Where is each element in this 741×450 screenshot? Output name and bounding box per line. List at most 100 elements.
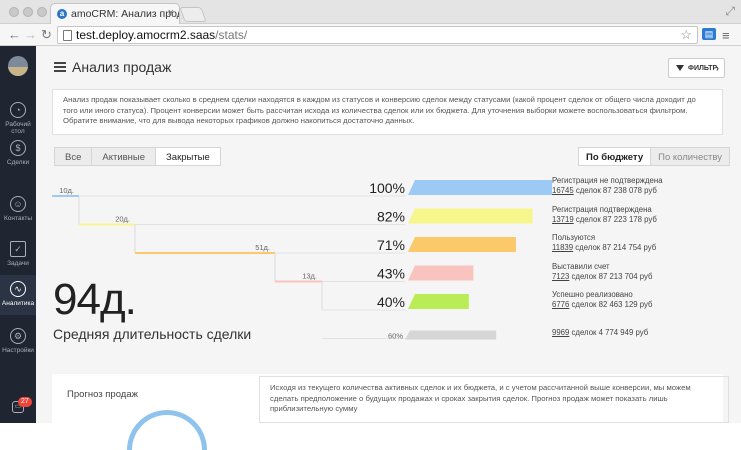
status-stat: Успешно реализовано 6776 сделок 82 463 12…	[552, 290, 653, 310]
url-path: /stats/	[215, 28, 248, 42]
lost-count-link[interactable]: 9969	[552, 328, 570, 337]
page-title: Анализ продаж	[72, 59, 172, 75]
conversion-percent: 71%	[377, 237, 405, 253]
dashboard-icon: ◔	[10, 102, 26, 118]
forward-icon[interactable]: →	[24, 27, 37, 42]
status-name: Регистрация не подтверждена	[552, 176, 663, 185]
contacts-icon: ☺	[10, 196, 26, 212]
browser-tabstrip: a amoCRM: Анализ продаж × ⤢	[0, 0, 741, 24]
duration-label: 51д.	[255, 243, 270, 252]
conversion-bar	[408, 294, 469, 309]
browser-menu-icon[interactable]: ≡	[722, 28, 730, 43]
avg-duration-value: 94д.	[53, 275, 137, 324]
filter-button[interactable]: ФИЛЬТР ›	[668, 58, 725, 78]
status-count-link[interactable]: 7123	[552, 271, 570, 281]
conversion-bar	[408, 237, 516, 252]
filter-button-label: ФИЛЬТР	[688, 65, 718, 72]
tab-close-icon[interactable]: ×	[167, 7, 174, 19]
forecast-title: Прогноз продаж	[67, 389, 138, 400]
status-count-link[interactable]: 6776	[552, 300, 570, 309]
toggle-by-budget[interactable]: По бюджету	[579, 148, 652, 165]
sidebar-item-label: Рабочий стол	[5, 121, 31, 135]
forecast-text: Исходя из текущего количества активных с…	[259, 376, 729, 423]
conversion-percent: 100%	[369, 180, 405, 196]
lost-bar	[405, 330, 497, 340]
new-tab-button[interactable]	[179, 7, 207, 22]
reload-icon[interactable]: ↻	[41, 27, 52, 42]
status-summary: 16745 сделок 87 238 078 руб	[552, 186, 657, 195]
lost-stat: 9969 сделок 4 774 949 руб	[552, 328, 649, 337]
sidebar-item-contacts[interactable]: ☺ Контакты	[0, 196, 36, 222]
tab-closed[interactable]: Закрытые	[156, 148, 220, 165]
sidebar-item-label: Задачи	[7, 260, 29, 267]
avatar[interactable]	[8, 56, 28, 76]
tab-title: amoCRM: Анализ продаж	[71, 8, 179, 20]
sidebar-item-label: Сделки	[6, 159, 30, 166]
toggle-by-count[interactable]: По количеству	[658, 152, 722, 163]
avg-duration-label: Средняя длительность сделки	[53, 326, 252, 342]
gear-icon: ⚙	[10, 328, 26, 344]
tab-all[interactable]: Все	[55, 148, 93, 165]
sidebar-item-dashboard[interactable]: ◔ Рабочий стол	[0, 102, 36, 135]
status-count-link[interactable]: 16745	[552, 186, 574, 195]
duration-label: 13д.	[302, 272, 317, 281]
url-input[interactable]: test.deploy.amocrm2.saas/stats/ ☆	[57, 26, 698, 44]
fullscreen-icon[interactable]: ⤢	[725, 4, 735, 18]
dollar-icon: $	[10, 140, 26, 156]
tab-active[interactable]: Активные	[92, 148, 157, 165]
status-stat: Регистрация не подтверждена 16745 сделок …	[552, 176, 663, 196]
main-content: Анализ продаж ФИЛЬТР › Анализ продаж пок…	[36, 46, 741, 450]
close-window-button[interactable]	[9, 7, 19, 17]
sidebar-item-analytics[interactable]: ∿ Аналитика	[0, 275, 36, 315]
sidebar-item-notifications[interactable]: ▭ 27	[0, 397, 36, 416]
back-icon[interactable]: ←	[8, 27, 21, 42]
minimize-window-button[interactable]	[23, 7, 33, 17]
amocrm-favicon-icon: a	[57, 9, 67, 19]
status-name: Успешно реализовано	[552, 290, 633, 299]
forecast-gauge	[127, 410, 207, 450]
browser-tab[interactable]: a amoCRM: Анализ продаж ×	[50, 3, 180, 24]
status-count-link[interactable]: 13719	[552, 214, 574, 224]
lost-percent: 60%	[388, 332, 403, 341]
sidebar-item-label: Контакты	[3, 215, 33, 222]
page-icon	[63, 30, 72, 41]
duration-label: 20д.	[115, 215, 130, 224]
sidebar-item-tasks[interactable]: ✓ Задачи	[0, 241, 36, 267]
status-tabs: Все Активные Закрытые	[54, 147, 221, 166]
sidebar-item-label: Настройки	[2, 347, 34, 354]
address-bar-row: ← → ↻ test.deploy.amocrm2.saas/stats/ ☆ …	[0, 24, 741, 46]
conversion-bar	[408, 180, 552, 195]
filter-icon	[676, 65, 684, 71]
info-box: Анализ продаж показывает сколько в средн…	[52, 89, 723, 135]
chevron-right-icon: ›	[716, 63, 719, 73]
sidebar-item-label: Аналитика	[1, 300, 35, 307]
forecast-panel: Прогноз продаж Исходя из текущего количе…	[52, 374, 729, 450]
menu-icon[interactable]	[54, 62, 66, 72]
conversion-percent: 82%	[377, 209, 405, 225]
tasks-icon: ✓	[10, 241, 26, 257]
status-summary: 11839 сделок 87 214 754 руб	[552, 243, 657, 252]
sidebar: ◔ Рабочий стол $ Сделки ☺ Контакты ✓ Зад…	[0, 46, 36, 423]
zoom-window-button[interactable]	[37, 7, 47, 17]
funnel-chart: 10д. 100% 20д. 82% 51д. 71% 13д. 43% 40% 60%	[52, 180, 552, 341]
sidebar-item-leads[interactable]: $ Сделки	[0, 140, 36, 166]
conversion-bar	[408, 208, 533, 224]
extension-icon[interactable]: ▤	[702, 28, 716, 40]
status-count-link[interactable]: 11839	[552, 243, 574, 252]
conversion-percent: 43%	[377, 266, 405, 282]
url-host: test.deploy.amocrm2.saas	[76, 28, 216, 42]
status-summary: 6776 сделок 82 463 129 руб	[552, 300, 653, 309]
bookmark-star-icon[interactable]: ☆	[680, 27, 692, 42]
duration-label: 10д.	[59, 186, 74, 195]
mode-toggle: По бюджету По количеству	[578, 147, 730, 166]
status-summary: 13719 сделок 87 223 178 руб	[552, 214, 657, 224]
status-stat: Регистрация подтверждена 13719 сделок 87 …	[552, 205, 657, 225]
analytics-icon: ∿	[10, 281, 26, 297]
status-name: Регистрация подтверждена	[552, 204, 652, 214]
sidebar-item-settings[interactable]: ⚙ Настройки	[0, 328, 36, 354]
conversion-bar	[408, 265, 474, 281]
status-stat: Пользуются 11839 сделок 87 214 754 руб	[552, 233, 656, 253]
status-stat: Выставили счет 7123 сделок 87 213 704 руб	[552, 262, 653, 282]
status-name: Пользуются	[552, 233, 596, 242]
notification-badge: 27	[18, 397, 32, 407]
